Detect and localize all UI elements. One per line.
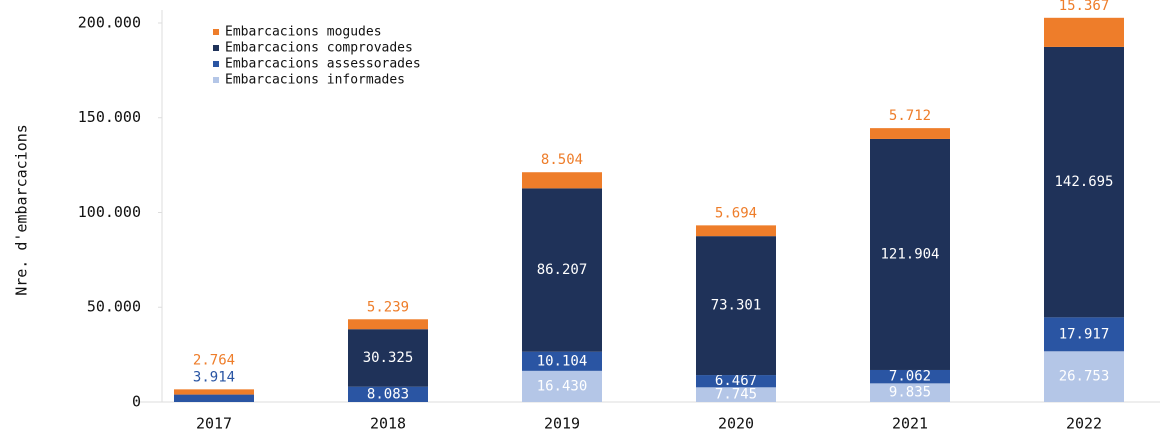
x-tick-label: 2018 [370,415,406,433]
value-label: 10.104 [537,353,588,369]
value-label: 26.753 [1059,369,1110,385]
y-tick-label: 0 [132,393,141,411]
value-label: 9.835 [889,385,931,401]
value-label: 16.430 [537,378,588,394]
bar-segment [870,369,950,384]
value-label: 2.764 [193,352,235,368]
y-tick-label: 200.000 [78,13,141,31]
bar-segment [1044,46,1124,318]
value-label: 73.301 [711,298,762,314]
x-tick-label: 2020 [718,415,754,433]
value-label: 142.695 [1054,174,1113,190]
bar-segment [1044,17,1124,47]
bar-segment [174,394,254,402]
value-label: 86.207 [537,262,588,278]
bar-segment [696,387,776,402]
bar-segment [522,370,602,402]
bar-segment [1044,351,1124,402]
y-tick-label: 50.000 [87,298,141,316]
legend-swatch [213,61,219,67]
legend-label: Embarcacions informades [225,73,405,88]
value-label: 15.367 [1059,0,1110,14]
bar-segment [522,351,602,371]
x-tick-label: 2022 [1066,415,1102,433]
value-label: 5.239 [367,299,409,315]
bar-segment [348,329,428,387]
legend-swatch [213,45,219,51]
bar-segment [696,236,776,376]
value-label: 5.712 [889,108,931,124]
y-axis-label: Nre. d'embarcacions [13,124,31,296]
x-tick-label: 2021 [892,415,928,433]
value-label: 3.914 [193,369,235,385]
value-label: 8.504 [541,152,583,168]
y-tick-label: 100.000 [78,203,141,221]
legend-label: Embarcacions assessorades [225,57,421,72]
x-tick-label: 2019 [544,415,580,433]
value-label: 121.904 [880,246,939,262]
bar-segment [522,188,602,352]
value-label: 6.467 [715,373,757,389]
bar-segment [696,375,776,388]
legend-swatch [213,77,219,83]
bar-segment [1044,317,1124,352]
value-label: 7.062 [889,369,931,385]
value-label: 5.694 [715,205,757,221]
bar-segment [174,389,254,395]
legend-swatch [213,29,219,35]
bar-segment [348,319,428,330]
bar-segment [870,383,950,402]
y-tick-label: 150.000 [78,108,141,126]
legend-label: Embarcacions comprovades [225,41,413,56]
legend-label: Embarcacions mogudes [225,25,382,40]
bar-segment [696,225,776,237]
value-label: 30.325 [363,350,414,366]
x-tick-label: 2017 [196,415,232,433]
bar-segment [870,138,950,370]
bar-segment [522,172,602,189]
value-label: 17.917 [1059,326,1110,342]
bar-segment [348,386,428,402]
value-label: 8.083 [367,386,409,402]
value-label: 7.745 [715,387,757,403]
bar-segment [870,128,950,139]
